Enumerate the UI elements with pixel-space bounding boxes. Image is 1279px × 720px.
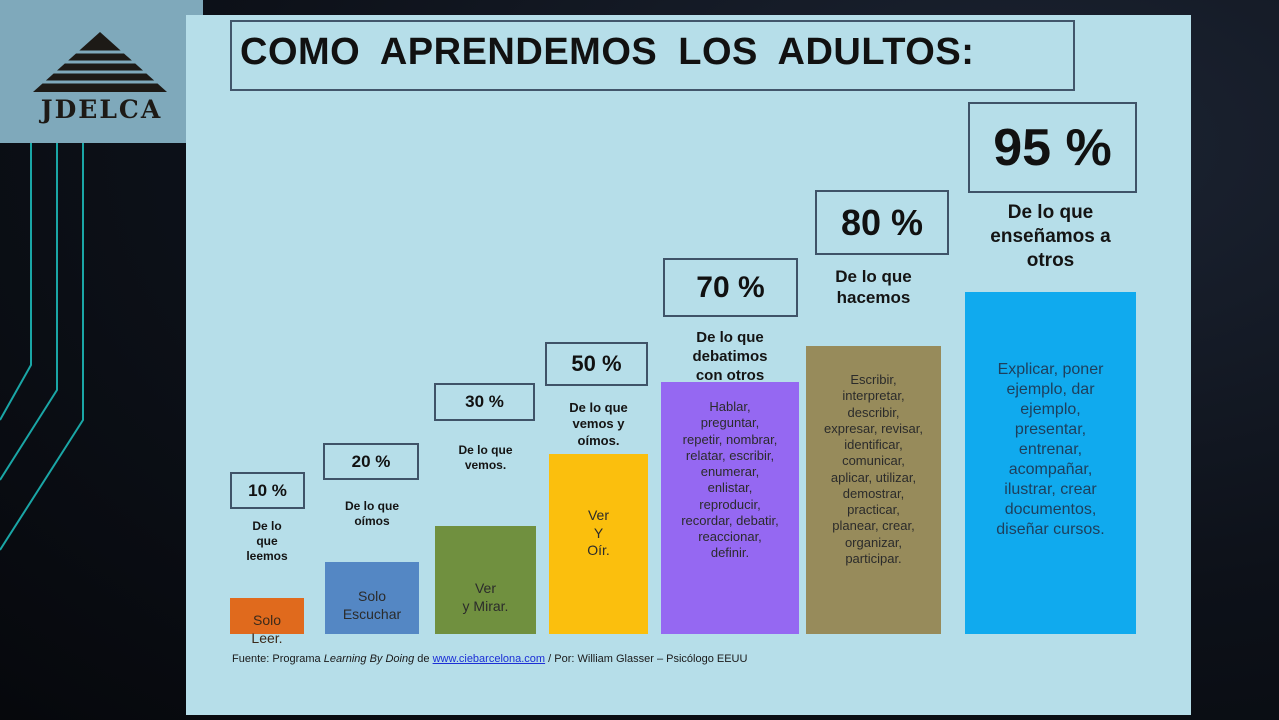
bar-50: Ver Y Oír. [549, 454, 648, 634]
title-frame [230, 20, 1075, 91]
percent-label-80: 80 % [815, 190, 949, 255]
bar-caption-30: De lo que vemos. [458, 443, 513, 472]
bar-80: Escribir, interpretar, describir, expres… [806, 346, 941, 634]
bar-caption-10: De lo que leemos [246, 519, 288, 563]
percent-label-50: 50 % [545, 342, 648, 386]
bar-95: Explicar, poner ejemplo, dar ejemplo, pr… [965, 292, 1136, 634]
percent-label-30: 30 % [434, 383, 535, 421]
source-suffix: / Por: William Glasser – Psicólogo EEUU [545, 653, 748, 665]
bar-20: Solo Escuchar [325, 562, 419, 634]
bar-caption-50: De lo que vemos y oímos. [569, 400, 628, 448]
bar-30: Ver y Mirar. [435, 526, 536, 634]
logo-text: JDELCA [40, 95, 163, 124]
source-de: de [414, 653, 433, 665]
source-link[interactable]: www.ciebarcelona.com [432, 653, 546, 665]
chart-title: COMO APRENDEMOS LOS ADULTOS: [240, 31, 975, 73]
bar-70: Hablar, preguntar, repetir, nombrar, rel… [661, 382, 799, 634]
bar-caption-95: De lo que enseñamos a otros [990, 202, 1111, 271]
bar-10: Solo Leer. [230, 598, 304, 646]
percent-label-95: 95 % [968, 102, 1137, 193]
decorative-lines [0, 143, 84, 551]
source-prefix: Fuente: Programa [232, 653, 324, 665]
percent-label-70: 70 % [663, 258, 798, 317]
source-note: Fuente: Programa Learning By Doing de ww… [232, 653, 747, 665]
bar-caption-70: De lo que debatimos con otros [692, 329, 768, 384]
logo: JDELCA [0, 0, 203, 143]
source-program: Learning By Doing [323, 653, 415, 665]
percent-label-20: 20 % [323, 443, 419, 480]
bar-caption-80: De lo que hacemos [835, 267, 912, 308]
percent-label-10: 10 % [230, 472, 305, 509]
bar-caption-20: De lo que oímos [344, 499, 399, 528]
pyramid-icon [30, 32, 168, 92]
